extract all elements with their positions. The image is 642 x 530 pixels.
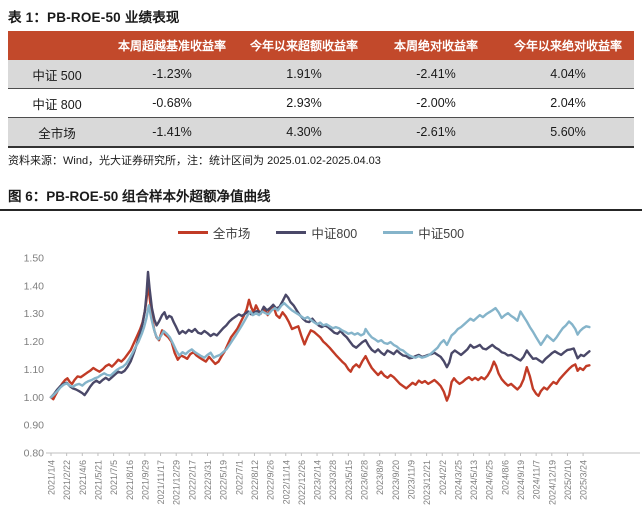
cell: -2.41%	[370, 60, 502, 89]
row-label: 全市场	[8, 117, 106, 147]
y-tick-label: 0.80	[24, 448, 45, 460]
x-tick-label: 2021/4/6	[78, 460, 88, 495]
x-tick-label: 2023/6/28	[360, 460, 370, 500]
y-tick-label: 1.10	[24, 364, 45, 376]
column-header: 本周绝对收益率	[370, 31, 502, 60]
y-tick-label: 1.20	[24, 336, 45, 348]
x-tick-label: 2023/12/21	[422, 460, 432, 505]
x-tick-label: 2022/7/1	[234, 460, 244, 495]
legend-label: 中证500	[418, 226, 465, 241]
y-tick-label: 1.00	[24, 392, 45, 404]
legend-line-swatch	[276, 230, 307, 234]
x-tick-label: 2024/3/25	[453, 460, 463, 500]
x-tick-label: 2021/11/17	[156, 460, 166, 504]
x-tick-label: 2022/3/31	[203, 460, 213, 500]
legend-label: 中证800	[311, 226, 358, 241]
chart-legend: 全市场 中证800 中证500	[0, 223, 642, 242]
cell: 5.60%	[502, 117, 634, 147]
series-line-中证800	[49, 270, 591, 399]
x-tick-label: 2021/8/16	[125, 460, 135, 500]
cell: -1.41%	[106, 117, 238, 147]
x-tick-label: 2022/5/19	[219, 460, 229, 500]
x-tick-label: 2021/5/21	[93, 460, 103, 500]
figure-top-rule	[0, 209, 642, 211]
x-tick-label: 2023/5/15	[344, 460, 354, 500]
row-label: 中证 500	[8, 60, 106, 89]
excess-nav-line-chart: 1.50 1.40 1.30 1.20 1.10 1.00 0.90 0.802021/1/4…	[24, 253, 640, 505]
cell: 1.91%	[238, 60, 370, 89]
x-tick-label: 2023/9/20	[391, 460, 401, 500]
y-tick-label: 1.40	[24, 280, 45, 292]
cell: -1.23%	[106, 60, 238, 89]
column-header: 本周超越基准收益率	[106, 31, 238, 60]
column-header	[8, 31, 106, 60]
x-tick-label: 2021/9/29	[140, 460, 150, 500]
x-tick-label: 2024/11/7	[532, 460, 542, 499]
table-source-note: 资料来源：Wind，光大证券研究所，注：统计区间为 2025.01.02-202…	[8, 155, 381, 167]
x-tick-label: 2024/12/19	[547, 460, 557, 505]
cell: -0.68%	[106, 88, 238, 118]
cell: 4.04%	[502, 60, 634, 89]
legend-item: 中证800	[276, 223, 357, 242]
y-tick-label: 1.50	[24, 253, 45, 265]
series-line-中证500	[49, 301, 591, 399]
x-tick-label: 2021/2/22	[62, 460, 72, 500]
x-tick-label: 2021/12/29	[172, 460, 182, 505]
cell: 4.30%	[238, 117, 370, 147]
x-tick-label: 2024/8/6	[500, 460, 510, 495]
x-tick-label: 2024/2/2	[438, 460, 448, 495]
row-label: 中证 800	[8, 88, 106, 118]
table-row: 中证 500 -1.23% 1.91% -2.41% 4.04%	[8, 60, 634, 89]
x-tick-label: 2022/2/17	[187, 460, 197, 500]
y-tick-label: 0.90	[24, 420, 45, 432]
table-row: 全市场 -1.41% 4.30% -2.61% 5.60%	[8, 117, 634, 147]
table-header-row: 本周超越基准收益率 今年以来超额收益率 本周绝对收益率 今年以来绝对收益率	[8, 31, 634, 60]
legend-line-swatch	[177, 230, 208, 234]
cell: -2.61%	[370, 117, 502, 147]
x-tick-label: 2024/6/25	[485, 460, 495, 500]
series-line-全市场	[49, 281, 591, 402]
column-header: 今年以来超额收益率	[238, 31, 370, 60]
x-tick-label: 2022/11/14	[281, 460, 291, 504]
x-tick-label: 2022/9/26	[266, 460, 276, 500]
x-tick-label: 2022/12/26	[297, 460, 307, 505]
cell: 2.04%	[502, 88, 634, 118]
x-tick-label: 2021/1/4	[47, 460, 57, 495]
x-tick-label: 2023/11/9	[406, 460, 416, 499]
cell: 2.93%	[238, 88, 370, 118]
x-tick-label: 2024/5/13	[469, 460, 479, 500]
x-tick-label: 2022/8/12	[250, 460, 260, 500]
x-tick-label: 2025/3/24	[579, 460, 589, 500]
table-row: 中证 800 -0.68% 2.93% -2.00% 2.04%	[8, 88, 634, 118]
legend-line-swatch	[383, 230, 414, 234]
column-header: 今年以来绝对收益率	[502, 31, 634, 60]
x-tick-label: 2025/2/10	[563, 460, 573, 500]
x-tick-label: 2021/7/5	[109, 460, 119, 495]
x-tick-label: 2023/2/14	[313, 460, 323, 500]
table-title: 表 1：PB-ROE-50 业绩表现	[8, 10, 180, 25]
figure-title: 图 6：PB-ROE-50 组合样本外超额净值曲线	[8, 189, 271, 204]
performance-table: 本周超越基准收益率 今年以来超额收益率 本周绝对收益率 今年以来绝对收益率 中证…	[8, 31, 634, 148]
x-tick-label: 2023/8/9	[375, 460, 385, 495]
legend-label: 全市场	[212, 226, 251, 241]
legend-item: 中证500	[383, 223, 464, 242]
y-tick-label: 1.30	[24, 308, 45, 320]
x-tick-label: 2023/3/28	[328, 460, 338, 500]
x-tick-label: 2024/9/19	[516, 460, 526, 500]
legend-item: 全市场	[177, 223, 251, 242]
cell: -2.00%	[370, 88, 502, 118]
